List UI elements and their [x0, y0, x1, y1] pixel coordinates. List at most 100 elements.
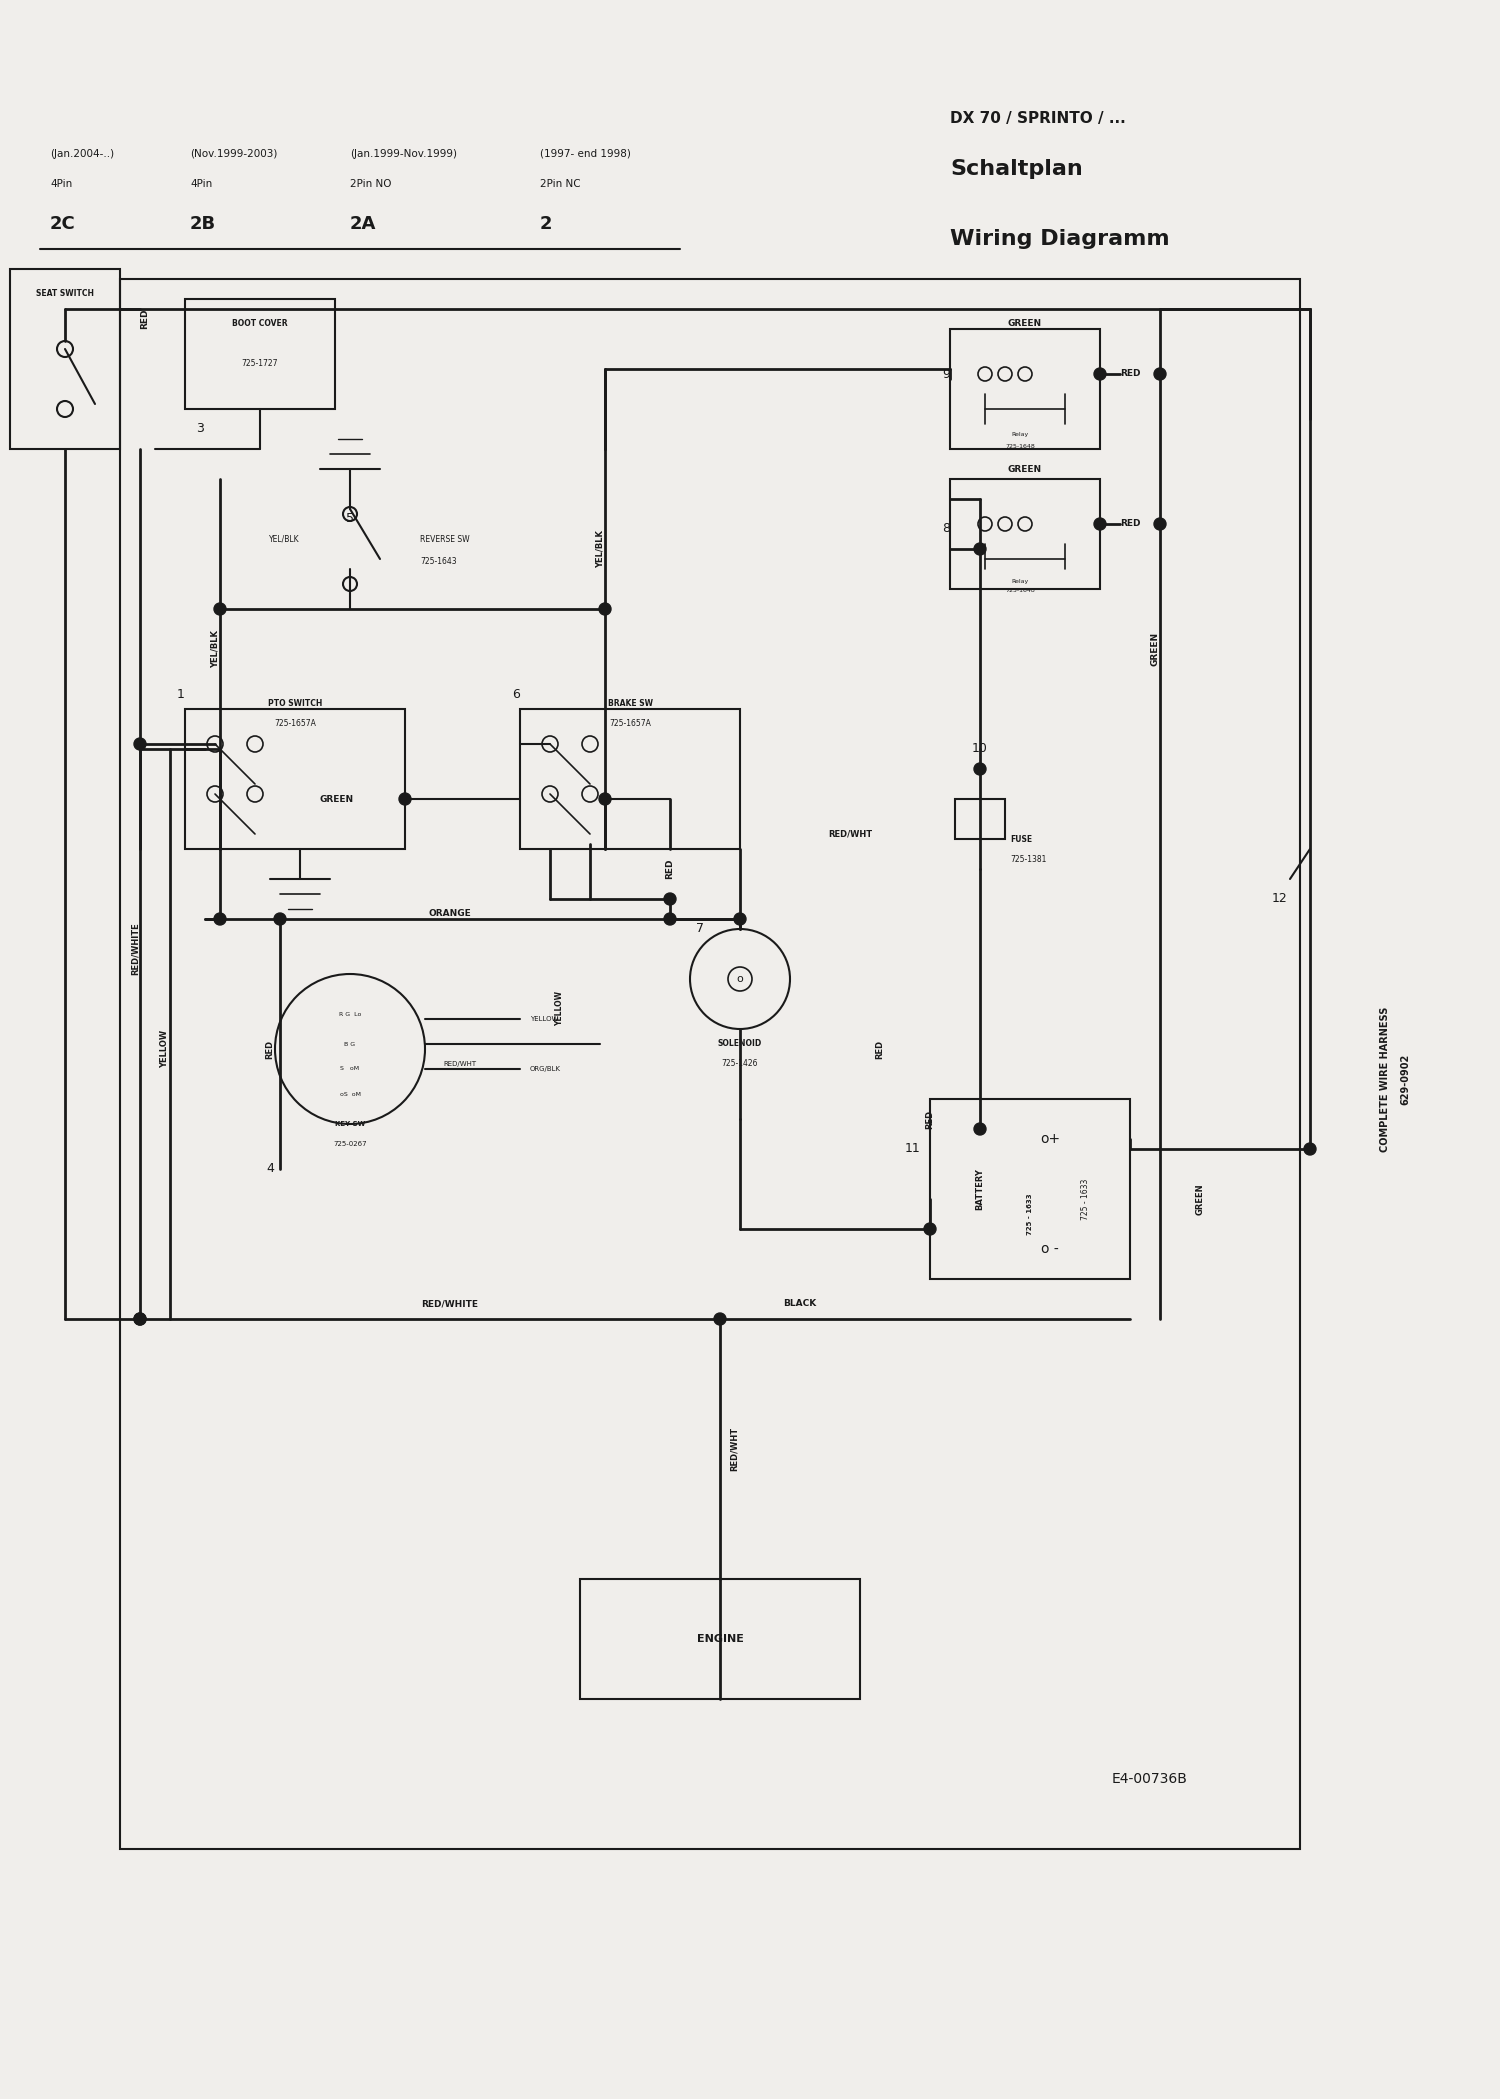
- Text: RED: RED: [1120, 369, 1140, 378]
- Text: BLACK: BLACK: [783, 1299, 816, 1308]
- Text: 4Pin: 4Pin: [190, 178, 213, 189]
- Text: o: o: [736, 974, 744, 984]
- Text: 725-1648: 725-1648: [1005, 443, 1035, 449]
- Circle shape: [974, 764, 986, 775]
- Text: 2C: 2C: [50, 214, 75, 233]
- Bar: [520, 709, 740, 848]
- Text: 725-1727: 725-1727: [242, 359, 279, 369]
- Text: 5: 5: [346, 512, 354, 525]
- Text: PTO SWITCH: PTO SWITCH: [268, 699, 322, 709]
- Circle shape: [974, 1123, 986, 1136]
- Circle shape: [598, 793, 610, 806]
- Bar: [184, 298, 334, 409]
- Text: 4Pin: 4Pin: [50, 178, 72, 189]
- Circle shape: [399, 793, 411, 806]
- Bar: [120, 279, 1300, 1849]
- Text: RED/WHITE: RED/WHITE: [422, 1299, 478, 1308]
- Text: 725-0267: 725-0267: [333, 1142, 368, 1146]
- Text: RED/WHT: RED/WHT: [444, 1060, 477, 1066]
- Text: 9: 9: [942, 367, 950, 380]
- Circle shape: [664, 913, 676, 926]
- Text: BRAKE SW: BRAKE SW: [608, 699, 652, 709]
- Text: GREEN: GREEN: [1150, 632, 1160, 665]
- Text: YELLOW: YELLOW: [160, 1031, 170, 1068]
- Text: RED: RED: [926, 1110, 934, 1129]
- Text: (Jan.1999-Nov.1999): (Jan.1999-Nov.1999): [350, 149, 458, 160]
- Text: 2: 2: [540, 214, 552, 233]
- Circle shape: [134, 739, 146, 749]
- Text: 2Pin NC: 2Pin NC: [540, 178, 580, 189]
- Bar: [950, 479, 1100, 590]
- Circle shape: [134, 1314, 146, 1324]
- Text: R G  Lo: R G Lo: [339, 1012, 362, 1016]
- Circle shape: [734, 913, 746, 926]
- Text: SEAT SWITCH: SEAT SWITCH: [36, 290, 94, 298]
- Text: RED: RED: [876, 1039, 885, 1058]
- Text: DX 70 / SPRINTO / ...: DX 70 / SPRINTO / ...: [950, 111, 1125, 126]
- Text: BOOT COVER: BOOT COVER: [232, 319, 288, 330]
- Circle shape: [1094, 367, 1106, 380]
- Text: GREEN: GREEN: [1008, 464, 1042, 474]
- Text: S   oM: S oM: [340, 1066, 360, 1070]
- Circle shape: [274, 913, 286, 926]
- Text: 725 - 1633: 725 - 1633: [1028, 1192, 1033, 1234]
- Text: 725-1648: 725-1648: [1005, 588, 1035, 594]
- Text: 3: 3: [196, 422, 204, 434]
- Text: 4: 4: [266, 1163, 274, 1175]
- Text: 12: 12: [1272, 892, 1288, 905]
- Text: (1997- end 1998): (1997- end 1998): [540, 149, 632, 160]
- Text: GREEN: GREEN: [1196, 1184, 1204, 1215]
- Bar: [580, 1578, 859, 1698]
- Text: 725-1657A: 725-1657A: [609, 720, 651, 728]
- Text: B G: B G: [345, 1041, 355, 1047]
- Circle shape: [924, 1224, 936, 1234]
- Text: YEL/BLK: YEL/BLK: [270, 535, 300, 544]
- Text: o+: o+: [1040, 1131, 1060, 1146]
- Circle shape: [664, 892, 676, 905]
- Circle shape: [1094, 518, 1106, 531]
- Text: RED: RED: [666, 858, 675, 879]
- Text: COMPLETE WIRE HARNESS: COMPLETE WIRE HARNESS: [1380, 1005, 1390, 1152]
- Text: ENGINE: ENGINE: [696, 1633, 744, 1644]
- Text: 2Pin NO: 2Pin NO: [350, 178, 392, 189]
- Text: 725-1381: 725-1381: [1010, 854, 1047, 863]
- Text: 6: 6: [512, 688, 520, 701]
- Text: ORANGE: ORANGE: [429, 909, 471, 919]
- Text: RED/WHITE: RED/WHITE: [130, 924, 140, 976]
- Text: BATTERY: BATTERY: [975, 1167, 984, 1209]
- Text: GREEN: GREEN: [1008, 319, 1042, 330]
- Circle shape: [714, 1314, 726, 1324]
- Text: Schaltplan: Schaltplan: [950, 160, 1083, 178]
- Text: 10: 10: [972, 743, 988, 756]
- Text: RED: RED: [141, 309, 150, 330]
- Text: RED: RED: [1120, 518, 1140, 529]
- Text: KEY SW: KEY SW: [334, 1121, 364, 1127]
- Text: YELLOW: YELLOW: [530, 1016, 558, 1022]
- Bar: [184, 709, 405, 848]
- Text: FUSE: FUSE: [1010, 835, 1032, 844]
- Text: RED/WHT: RED/WHT: [730, 1427, 740, 1471]
- Text: Relay: Relay: [1011, 579, 1029, 584]
- Text: 11: 11: [904, 1142, 920, 1157]
- Text: E4-00736B: E4-00736B: [1112, 1772, 1188, 1786]
- Circle shape: [1154, 518, 1166, 531]
- Text: (Nov.1999-2003): (Nov.1999-2003): [190, 149, 278, 160]
- Text: 725-1643: 725-1643: [420, 556, 456, 565]
- Text: SOLENOID: SOLENOID: [718, 1039, 762, 1050]
- Text: RED: RED: [266, 1039, 274, 1058]
- Text: 2A: 2A: [350, 214, 376, 233]
- Circle shape: [974, 544, 986, 554]
- Bar: [930, 1100, 1130, 1278]
- Text: 7: 7: [696, 921, 703, 936]
- Circle shape: [1154, 367, 1166, 380]
- Text: YELLOW: YELLOW: [555, 991, 564, 1026]
- Text: RED/WHT: RED/WHT: [828, 829, 872, 838]
- Text: o -: o -: [1041, 1243, 1059, 1255]
- Text: Relay: Relay: [1011, 432, 1029, 437]
- Bar: [956, 800, 1005, 840]
- Text: 629-0902: 629-0902: [1400, 1054, 1410, 1104]
- Circle shape: [214, 602, 226, 615]
- Circle shape: [1304, 1144, 1316, 1154]
- Text: 725-1657A: 725-1657A: [274, 720, 316, 728]
- Text: GREEN: GREEN: [320, 796, 354, 804]
